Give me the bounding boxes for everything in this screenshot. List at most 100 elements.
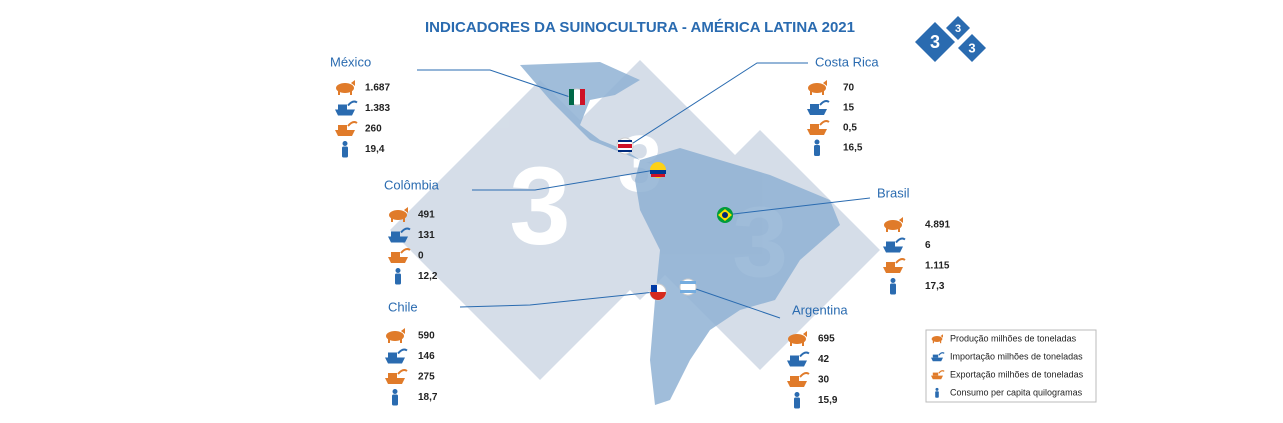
icon-person — [935, 387, 939, 398]
pig-ear — [899, 217, 903, 223]
indicator-value: 4.891 — [925, 220, 950, 231]
icon-import — [931, 352, 945, 362]
pig-leg — [898, 228, 900, 232]
icon-import — [787, 351, 810, 367]
icon-pig — [884, 217, 903, 232]
ship-hull — [807, 109, 827, 115]
ship-arrow — [938, 370, 945, 374]
indicator-value: 70 — [843, 83, 855, 94]
title: INDICADORES DA SUINOCULTURA - AMÉRICA LA… — [425, 19, 855, 36]
legend-box — [925, 329, 1097, 403]
ship-arrow — [400, 227, 411, 234]
person-head — [342, 141, 348, 146]
country-name: Brasil — [877, 185, 910, 200]
ship-cargo — [338, 125, 347, 130]
ship-arrow — [938, 352, 945, 356]
ship-cargo — [886, 262, 895, 267]
indicator-value: 590 — [418, 331, 435, 342]
ship-arrow — [895, 237, 906, 244]
icon-person — [890, 278, 896, 295]
ship-cargo — [790, 376, 799, 381]
logo-text: 3 — [968, 40, 975, 55]
pig-leg — [403, 218, 405, 222]
logo: 3 3 3 — [915, 16, 986, 62]
indicator-value: 17,3 — [925, 281, 945, 292]
ship-cargo — [391, 252, 400, 257]
icon-import — [388, 227, 411, 243]
legend-label: Importação milhões de toneladas — [950, 351, 1083, 361]
indicator-value: 275 — [418, 372, 435, 383]
indicator-value: 42 — [818, 354, 830, 365]
pig-ear — [351, 80, 355, 86]
pig-leg — [886, 228, 888, 232]
pig-body — [808, 83, 826, 93]
ship-cargo — [932, 354, 939, 358]
person-body — [794, 397, 800, 409]
ship-hull — [787, 360, 807, 367]
pig-ear — [404, 207, 408, 213]
indicator-value: 695 — [818, 334, 835, 345]
person-head — [935, 387, 939, 391]
logo-text: 3 — [955, 23, 961, 35]
connectors — [417, 62, 871, 319]
person-body — [814, 145, 820, 156]
icon-import — [335, 100, 358, 116]
pig-leg — [802, 342, 804, 346]
country-name: Costa Rica — [815, 54, 879, 69]
ship-cargo — [388, 352, 397, 358]
pig-leg — [810, 91, 812, 95]
icon-pig — [931, 334, 943, 344]
icon-export — [335, 121, 358, 136]
person-head — [395, 268, 401, 273]
ship-arrow — [799, 351, 810, 358]
person-body — [395, 273, 401, 285]
icon-export — [388, 248, 411, 263]
legend-label: Exportação milhões de toneladas — [950, 369, 1084, 379]
pig-leg — [932, 340, 934, 344]
indicator-value: 131 — [418, 230, 435, 241]
pig-leg — [790, 342, 792, 346]
indicator-value: 6 — [925, 240, 931, 251]
ship-arrow — [799, 372, 810, 378]
pig-leg — [350, 91, 352, 95]
ship-hull — [931, 357, 943, 362]
pig-leg — [391, 218, 393, 222]
ship-cargo — [338, 104, 347, 110]
indicator-value: 0,5 — [843, 123, 857, 134]
country-name: Chile — [388, 299, 418, 314]
ship-hull — [787, 381, 807, 387]
indicator-value: 30 — [818, 375, 830, 386]
indicator-value: 12,2 — [418, 271, 438, 282]
person-body — [342, 146, 348, 158]
person-head — [392, 389, 398, 394]
icon-import — [883, 237, 906, 253]
ship-arrow — [347, 100, 358, 107]
ship-hull — [335, 130, 355, 136]
icon-import — [385, 348, 408, 364]
map — [520, 62, 840, 405]
indicator-value: 15,9 — [818, 395, 838, 406]
ship-arrow — [397, 348, 408, 355]
icon-export — [883, 258, 906, 273]
indicator-value: 146 — [418, 351, 435, 362]
indicator-value: 1.115 — [925, 261, 950, 272]
pig-body — [884, 220, 902, 230]
ship-arrow — [347, 121, 358, 127]
country-name: México — [330, 54, 371, 69]
ship-hull — [807, 129, 827, 135]
icon-export — [385, 369, 408, 384]
pig-body — [336, 83, 354, 93]
pig-body — [788, 334, 806, 344]
icon-person — [342, 141, 348, 158]
legend-label: Consumo per capita quilogramas — [950, 387, 1083, 397]
person-body — [890, 283, 896, 295]
icon-pig — [808, 80, 827, 95]
ship-hull — [388, 236, 408, 243]
ship-hull — [883, 267, 903, 273]
ship-cargo — [810, 104, 819, 109]
icon-person — [794, 392, 800, 409]
ship-cargo — [810, 124, 819, 129]
pig-ear — [803, 331, 807, 337]
ship-hull — [385, 378, 405, 384]
icon-person — [392, 389, 398, 406]
